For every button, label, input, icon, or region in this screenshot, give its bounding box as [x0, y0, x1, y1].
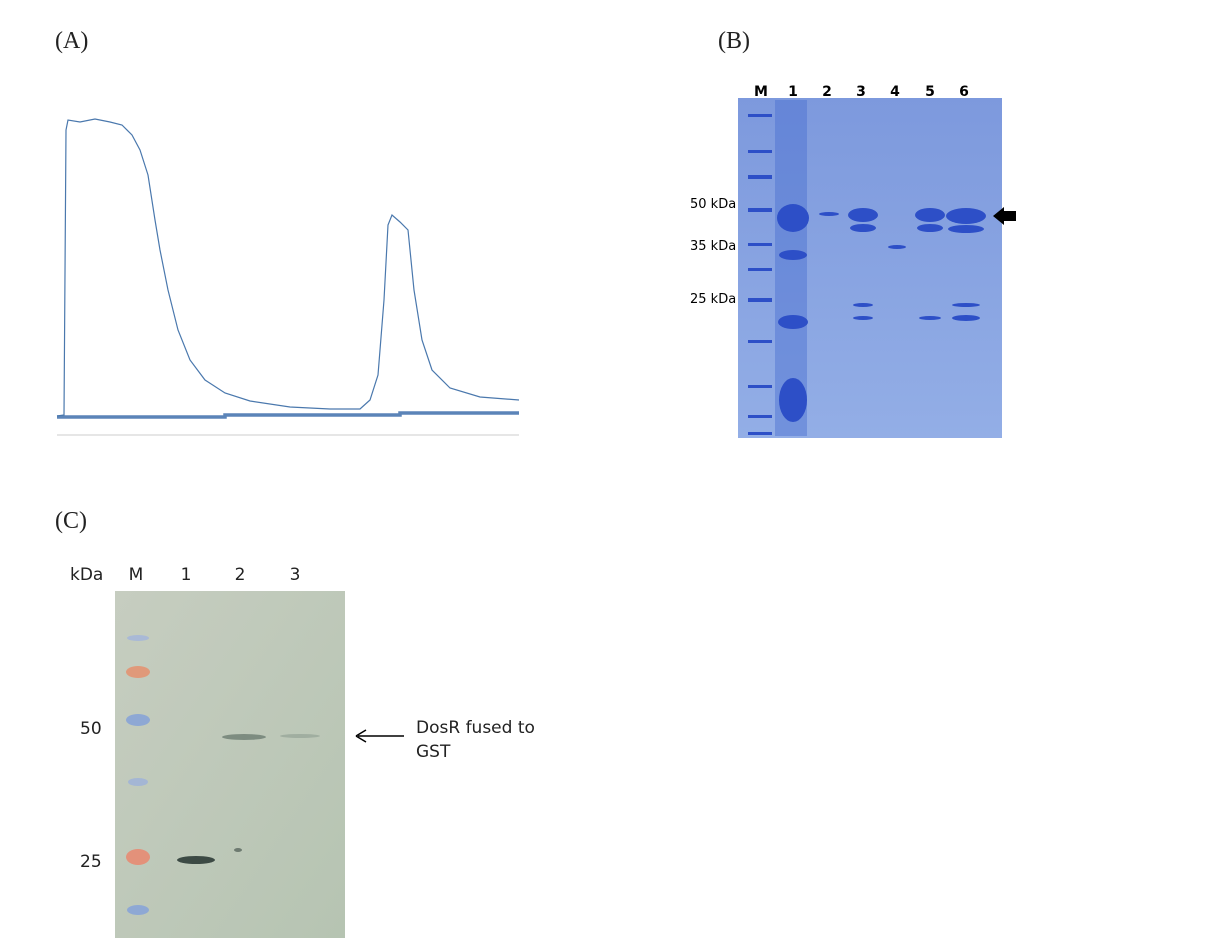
arrow	[355, 729, 404, 743]
marker-label: 50 kDa	[690, 197, 736, 212]
chromatogram	[56, 118, 520, 436]
marker-label: 25 kDa	[690, 292, 736, 307]
panel-label: (B)	[718, 28, 750, 54]
lane-label: 2	[822, 84, 832, 100]
lane-label: 6	[959, 84, 969, 100]
lane-label: 2	[235, 565, 246, 585]
marker-label: 50	[80, 719, 102, 739]
lane-label: 1	[788, 84, 798, 100]
marker-label: 25	[80, 852, 102, 872]
lane-label: M	[129, 565, 144, 585]
lane-label: 5	[925, 84, 935, 100]
arrow	[993, 207, 1016, 225]
lane-label: M	[754, 84, 768, 100]
lane-label: 4	[890, 84, 900, 100]
annotation: GST	[416, 742, 451, 762]
lane-labels: M 1 2 3 4 5 6	[754, 84, 969, 100]
unit-label: kDa	[70, 565, 103, 585]
western-blot	[115, 591, 345, 938]
marker-label: 35 kDa	[690, 239, 736, 254]
annotation: DosR fused to	[416, 718, 535, 738]
lane-label: 3	[856, 84, 866, 100]
lane-label: 1	[181, 565, 192, 585]
lane-label: 3	[290, 565, 301, 585]
sds-gel	[738, 98, 1002, 438]
panel-label: (C)	[55, 508, 87, 534]
panel-label: (A)	[55, 28, 88, 54]
